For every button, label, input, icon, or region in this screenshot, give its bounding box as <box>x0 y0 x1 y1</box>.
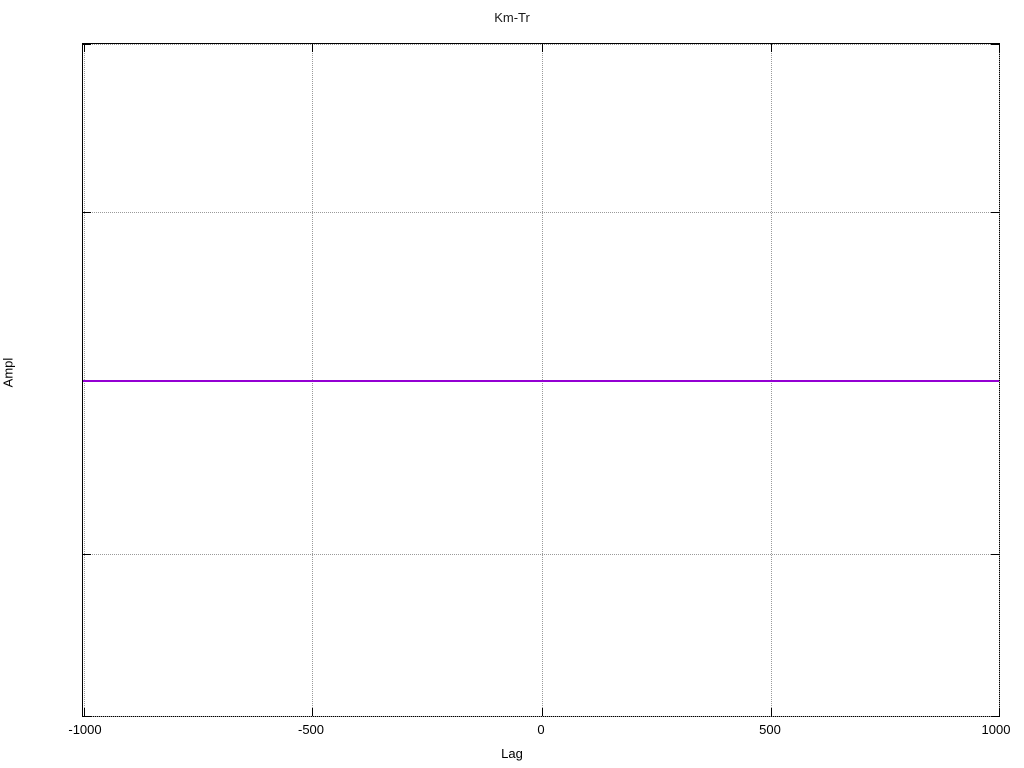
y-axis-title: Ampl <box>0 357 16 388</box>
tick-mark-right <box>991 554 999 555</box>
tick-mark-left <box>83 554 91 555</box>
tick-mark-top <box>84 44 85 52</box>
tick-mark-top <box>771 44 772 52</box>
gridline-horizontal <box>83 554 999 555</box>
tick-mark-bottom <box>312 708 313 716</box>
x-tick-label-500: 500 <box>759 722 781 737</box>
tick-mark-right <box>991 44 999 45</box>
tick-mark-left <box>83 212 91 213</box>
gridline-horizontal <box>83 716 999 717</box>
gridline-horizontal <box>83 44 999 45</box>
tick-mark-top <box>312 44 313 52</box>
x-tick-label-minus-500: -500 <box>297 722 325 737</box>
tick-mark-right <box>991 212 999 213</box>
tick-mark-bottom <box>542 708 543 716</box>
tick-mark-left <box>83 44 91 45</box>
x-axis-title: Lag <box>501 746 523 761</box>
tick-mark-bottom <box>999 708 1000 716</box>
tick-mark-right <box>991 716 999 717</box>
data-series-line <box>83 380 999 382</box>
x-tick-label-minus-1000: -1000 <box>68 722 102 737</box>
tick-mark-top <box>542 44 543 52</box>
plot-area <box>82 43 1000 717</box>
gridline-horizontal <box>83 212 999 213</box>
tick-mark-bottom <box>771 708 772 716</box>
tick-mark-top <box>999 44 1000 52</box>
tick-mark-bottom <box>84 708 85 716</box>
x-tick-label-1000: 1000 <box>981 722 1011 737</box>
chart-title: Km-Tr <box>494 10 530 25</box>
gridline-vertical <box>999 44 1000 716</box>
x-tick-label-0: 0 <box>537 722 545 737</box>
tick-mark-left <box>83 716 91 717</box>
